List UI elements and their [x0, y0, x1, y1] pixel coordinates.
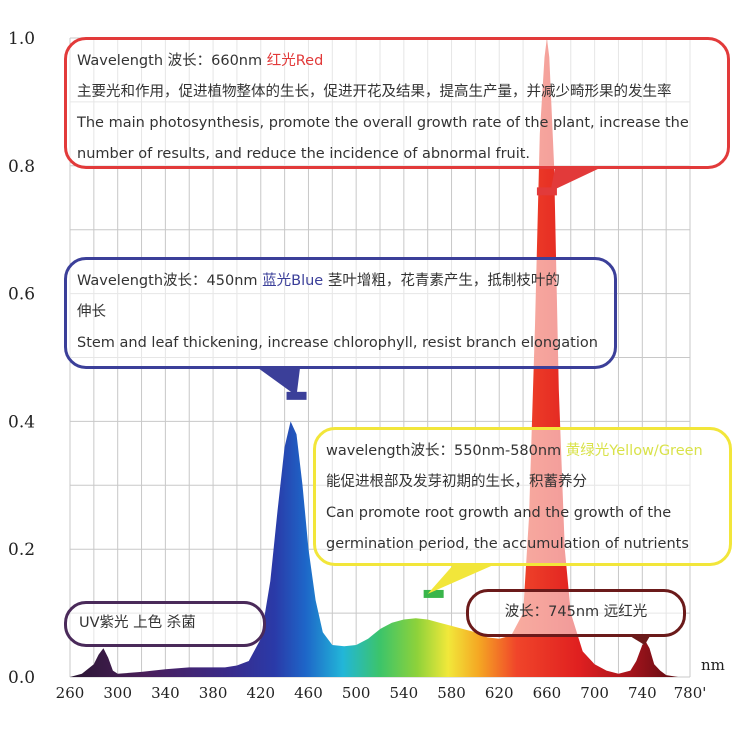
red-callout-pointer: [550, 168, 600, 192]
y-tick-label: 1.0: [8, 29, 35, 49]
x-tick-labels: 260 300 340 380 420 460 500 540 580 620 660 700 740 7…: [56, 684, 707, 702]
red-callout-en-1: The main photosynthesis, promote the ove…: [77, 115, 689, 131]
x-tick-label: 580: [437, 684, 466, 702]
blue-callout-suffix: 茎叶增粗，花青素产生，抵制枝叶的: [323, 273, 560, 289]
red-callout-en-2: number of results, and reduce the incide…: [77, 146, 531, 162]
yellow-green-light-callout: wavelength波长：550nm-580nm 黄绿光Yellow/Green…: [313, 427, 732, 566]
blue-light-callout: Wavelength波长：450nm 蓝光Blue 茎叶增粗，花青素产生，抵制枝…: [64, 257, 617, 369]
x-tick-label: 780': [674, 684, 707, 702]
y-tick-label: 0.4: [8, 412, 35, 432]
blue-callout-title: Wavelength波长：450nm 蓝光Blue 茎叶增粗，花青素产生，抵制枝…: [77, 266, 604, 297]
red-callout-prefix: Wavelength 波长：660nm: [77, 53, 267, 69]
red-callout-color-label: 红光Red: [266, 53, 324, 69]
x-tick-label: 740: [628, 684, 657, 702]
x-tick-label: 380: [199, 684, 228, 702]
x-tick-label: 700: [580, 684, 609, 702]
yellow-callout-en-2: germination period, the accumulation of …: [326, 536, 689, 552]
yellow-callout-color-label: 黄绿光Yellow/Green: [565, 443, 703, 459]
x-axis-unit: nm: [701, 656, 725, 674]
y-tick-label: 0.0: [8, 668, 35, 688]
yellow-callout-prefix: wavelength波长：550nm-580nm: [326, 443, 566, 459]
yellow-callout-pointer: [427, 563, 498, 594]
uv-callout-text: UV紫光 上色 杀菌: [79, 615, 196, 631]
x-tick-label: 420: [246, 684, 275, 702]
x-tick-label: 660: [533, 684, 562, 702]
x-tick-label: 300: [103, 684, 132, 702]
x-tick-label: 540: [390, 684, 419, 702]
x-tick-label: 460: [294, 684, 323, 702]
callout-pointers: [100, 168, 650, 646]
yellow-callout-title: wavelength波长：550nm-580nm 黄绿光Yellow/Green: [326, 436, 719, 467]
yellow-callout-cn: 能促进根部及发芽初期的生长，积蓄养分: [326, 474, 587, 490]
y-tick-label: 0.8: [8, 157, 35, 177]
x-tick-label: 500: [342, 684, 371, 702]
far-red-callout: 波长：745nm 远红光: [466, 589, 686, 637]
x-tick-label: 340: [151, 684, 180, 702]
wavelength-marker: [536, 187, 557, 196]
blue-callout-cn: 伸长: [77, 304, 106, 320]
blue-callout-prefix: Wavelength波长：450nm: [77, 273, 263, 289]
far-red-callout-text: 波长：745nm 远红光: [504, 604, 648, 620]
blue-callout-en: Stem and leaf thickening, increase chlor…: [77, 335, 598, 351]
red-callout-cn: 主要光和作用，促进植物整体的生长，促进开花及结果，提高生产量，并减少畸形果的发生…: [77, 84, 672, 100]
far-red-callout-pointer: [630, 636, 650, 646]
uv-callout: UV紫光 上色 杀菌: [64, 601, 266, 647]
y-tick-label: 0.6: [8, 285, 35, 305]
blue-callout-color-label: 蓝光Blue: [262, 273, 324, 289]
yellow-callout-en-1: Can promote root growth and the growth o…: [326, 505, 672, 521]
x-tick-label: 620: [485, 684, 514, 702]
red-light-callout: Wavelength 波长：660nm 红光Red 主要光和作用，促进植物整体的…: [64, 37, 730, 169]
x-tick-label: 260: [56, 684, 85, 702]
blue-callout-pointer: [258, 368, 300, 396]
wavelength-marker: [423, 589, 444, 598]
red-callout-title: Wavelength 波长：660nm 红光Red: [77, 46, 717, 77]
y-tick-labels: 0.0 0.2 0.4 0.6 0.8 1.0: [8, 29, 35, 688]
y-tick-label: 0.2: [8, 540, 35, 560]
